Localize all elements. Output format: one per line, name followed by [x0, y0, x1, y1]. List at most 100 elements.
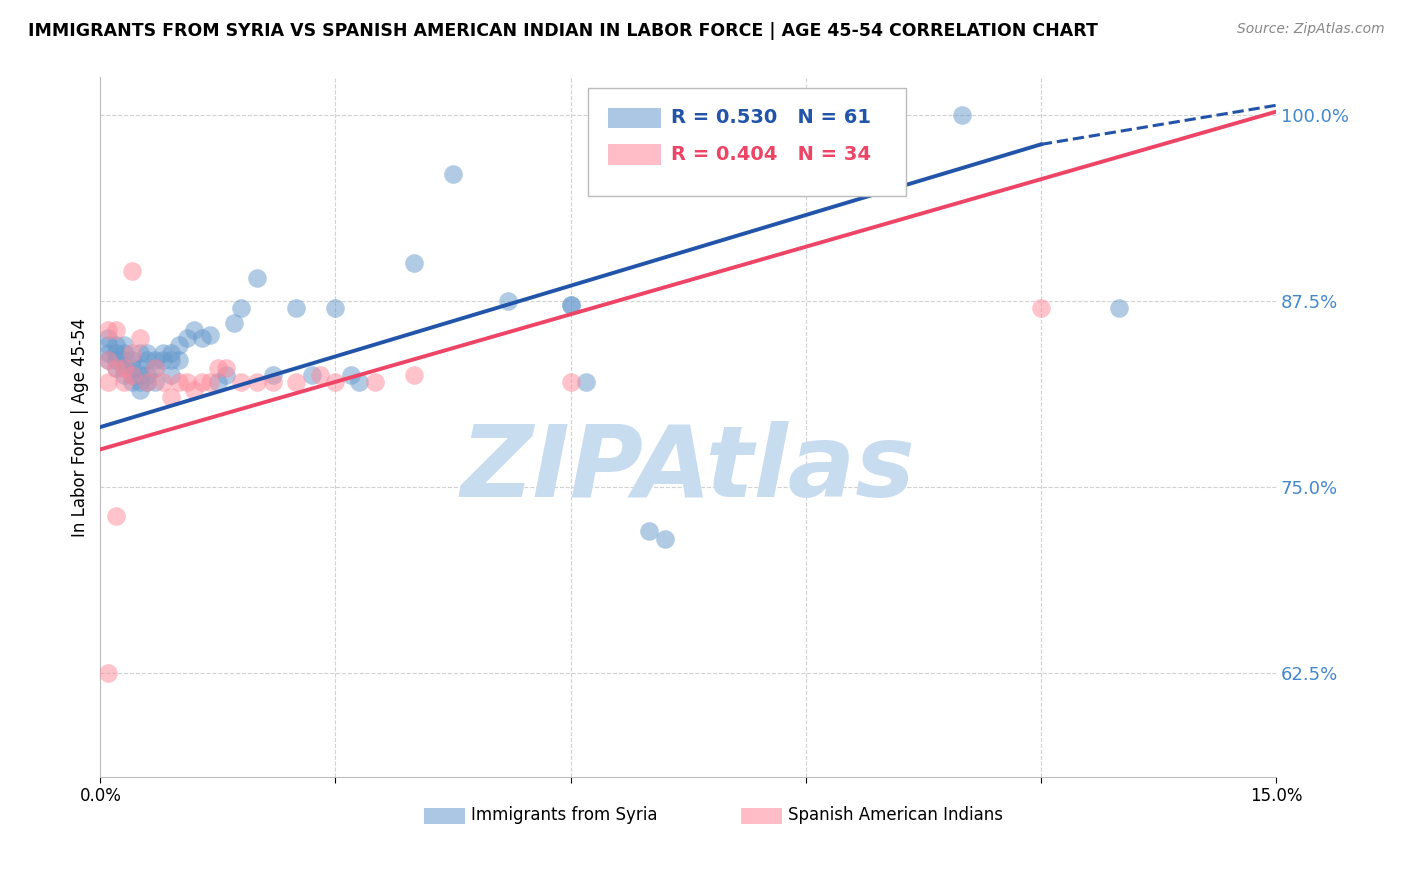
Point: [191, 376, 214, 390]
Point: [105, 509, 128, 524]
Point: [167, 376, 190, 390]
Point: [112, 360, 135, 375]
Point: [231, 376, 253, 390]
Point: [285, 301, 308, 315]
Point: [105, 323, 128, 337]
Point: [112, 360, 135, 375]
Point: [160, 353, 183, 368]
Point: [112, 345, 135, 359]
Text: Source: ZipAtlas.com: Source: ZipAtlas.com: [1237, 22, 1385, 37]
Point: [1108, 301, 1130, 315]
Point: [97, 338, 120, 352]
Point: [128, 383, 150, 397]
Point: [112, 376, 135, 390]
Point: [308, 368, 330, 382]
Point: [246, 271, 269, 285]
Point: [97, 345, 120, 359]
Point: [105, 360, 128, 375]
Point: [560, 298, 582, 312]
Point: [128, 345, 150, 359]
Point: [128, 376, 150, 390]
Text: Immigrants from Syria: Immigrants from Syria: [471, 806, 657, 824]
Point: [575, 376, 598, 390]
Point: [136, 353, 159, 368]
Point: [441, 167, 464, 181]
Point: [128, 331, 150, 345]
Point: [183, 383, 205, 397]
Point: [143, 353, 166, 368]
Point: [121, 368, 143, 382]
Point: [246, 376, 269, 390]
Point: [136, 345, 159, 359]
Point: [105, 353, 128, 368]
Bar: [423, 808, 465, 823]
Text: ZIPAtlas: ZIPAtlas: [461, 420, 915, 517]
Point: [152, 345, 174, 359]
Point: [363, 376, 385, 390]
Point: [105, 360, 128, 375]
Point: [207, 360, 229, 375]
Point: [325, 301, 347, 315]
Point: [143, 360, 166, 375]
Point: [167, 338, 190, 352]
Point: [121, 264, 143, 278]
Point: [560, 376, 582, 390]
Point: [198, 327, 221, 342]
Point: [97, 331, 120, 345]
Point: [105, 345, 128, 359]
Point: [97, 323, 120, 337]
Y-axis label: In Labor Force | Age 45-54: In Labor Force | Age 45-54: [72, 318, 89, 537]
Point: [112, 338, 135, 352]
Point: [560, 298, 582, 312]
Point: [231, 301, 253, 315]
Point: [160, 390, 183, 404]
Point: [215, 360, 238, 375]
Point: [97, 353, 120, 368]
Point: [167, 353, 190, 368]
Point: [262, 376, 284, 390]
Point: [198, 376, 221, 390]
Text: R = 0.404   N = 34: R = 0.404 N = 34: [671, 145, 870, 164]
Point: [191, 331, 214, 345]
Point: [136, 368, 159, 382]
Bar: [609, 108, 661, 128]
Point: [121, 345, 143, 359]
Point: [121, 360, 143, 375]
Point: [262, 368, 284, 382]
Point: [143, 360, 166, 375]
Text: IMMIGRANTS FROM SYRIA VS SPANISH AMERICAN INDIAN IN LABOR FORCE | AGE 45-54 CORR: IMMIGRANTS FROM SYRIA VS SPANISH AMERICA…: [28, 22, 1098, 40]
Point: [128, 360, 150, 375]
Bar: [609, 144, 661, 165]
Point: [128, 368, 150, 382]
Point: [105, 338, 128, 352]
Point: [121, 368, 143, 382]
Point: [183, 323, 205, 337]
Point: [136, 376, 159, 390]
Point: [301, 368, 323, 382]
Point: [152, 376, 174, 390]
FancyBboxPatch shape: [588, 88, 905, 196]
Point: [121, 376, 143, 390]
Point: [112, 368, 135, 382]
Point: [160, 368, 183, 382]
Point: [97, 353, 120, 368]
Point: [285, 376, 308, 390]
Point: [402, 368, 425, 382]
Point: [1029, 301, 1052, 315]
Point: [112, 353, 135, 368]
Point: [402, 256, 425, 270]
Point: [176, 331, 198, 345]
Text: R = 0.530   N = 61: R = 0.530 N = 61: [671, 109, 870, 128]
Point: [207, 376, 229, 390]
Bar: [741, 808, 782, 823]
Point: [121, 353, 143, 368]
Point: [654, 532, 676, 546]
Point: [215, 368, 238, 382]
Point: [325, 376, 347, 390]
Point: [347, 376, 370, 390]
Point: [638, 524, 661, 539]
Point: [136, 376, 159, 390]
Text: Spanish American Indians: Spanish American Indians: [789, 806, 1002, 824]
Point: [160, 345, 183, 359]
Point: [340, 368, 363, 382]
